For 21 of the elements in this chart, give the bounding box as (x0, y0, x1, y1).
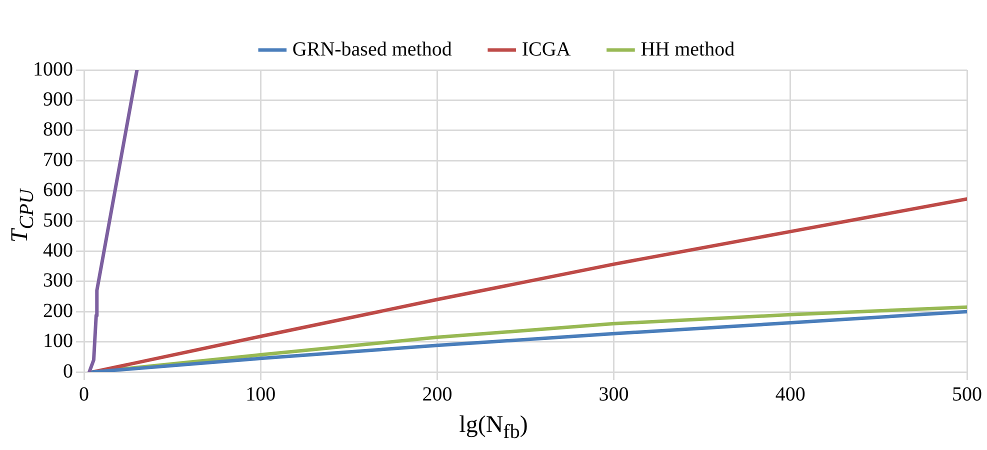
legend-label: ICGA (522, 38, 572, 60)
x-tick-label: 400 (775, 383, 806, 406)
y-tick-label: 0 (63, 360, 73, 382)
y-tick-label: 900 (43, 88, 73, 110)
y-tick-label: 600 (43, 179, 73, 202)
y-tick-label: 200 (43, 300, 73, 322)
x-tick-label: 200 (422, 383, 452, 406)
y-tick-label: 1000 (33, 58, 73, 80)
x-tick-label: 100 (246, 383, 276, 406)
x-tick-label: 0 (79, 383, 89, 406)
legend-label: HH method (640, 38, 735, 60)
y-tick-label: 300 (43, 270, 73, 292)
y-tick-label: 800 (43, 118, 73, 141)
x-tick-label: 500 (952, 383, 982, 406)
y-tick-label: 500 (43, 209, 73, 232)
x-axis-title: lg(N$_{fb}$) (458, 412, 529, 444)
x-tick-label: 300 (598, 383, 629, 406)
legend-label: GRN-based method (292, 38, 452, 60)
y-tick-label: 100 (43, 330, 73, 352)
y-tick-label: 400 (43, 239, 73, 262)
y-tick-label: 700 (43, 148, 73, 171)
